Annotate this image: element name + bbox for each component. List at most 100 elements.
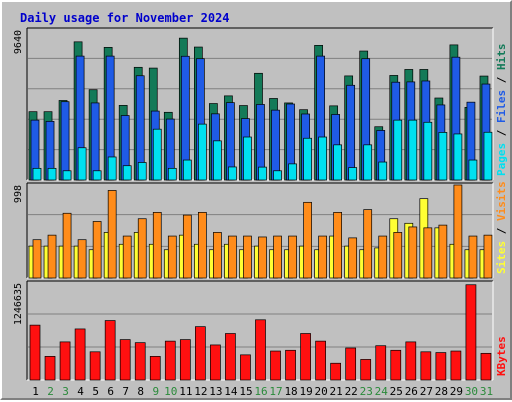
bar-visits [483,234,493,279]
x-tick-label: 13 [209,385,222,398]
bar-kbytes [390,349,402,381]
bar-kbytes [375,345,387,381]
x-tick-label: 15 [239,385,252,398]
bar-pages [167,167,177,181]
y-tick-label-kbytes: 1246635 [13,283,24,325]
bar-kbytes [149,356,161,381]
bar-visits [62,212,72,279]
bar-pages [198,123,207,181]
bar-kbytes [29,324,41,381]
bar-pages [152,128,162,181]
bar-visits [213,232,222,279]
bar-pages [483,131,493,181]
x-tick-label: 5 [92,385,99,398]
bar-kbytes [435,352,447,381]
legend-separator: / [495,221,508,241]
bar-visits [137,218,147,279]
x-tick-label: 12 [194,385,207,398]
bar-files [60,101,70,181]
x-axis-day-labels: 1 2 3 4 5 6 7 8 9 10 11 12 13 14 15 16 17 18 19 20 21 22 23 24 2… [32,385,493,398]
bar-pages [438,132,448,181]
bar-kbytes [420,351,432,381]
legend-kbytes: KBytes [495,336,508,376]
panel-kbytes [26,280,494,381]
bar-kbytes [164,340,176,381]
bar-pages [77,147,87,181]
bar-kbytes [44,356,56,381]
bar-pages [348,167,358,181]
bar-visits [182,214,192,279]
bar-visits [363,209,373,279]
bar-files [90,102,100,181]
bar-kbytes [240,354,251,381]
bar-visits [423,227,433,279]
bar-visits [333,211,342,279]
bar-visits [198,211,207,279]
bar-pages [393,119,403,181]
x-tick-label: 30 [465,385,478,398]
x-tick-label: 23 [360,385,373,398]
bar-files [271,109,280,181]
x-tick-label: 22 [345,385,358,398]
x-tick-label: 14 [224,385,238,398]
bar-kbytes [300,333,311,381]
bar-visits [438,224,448,279]
bar-visits [453,184,463,279]
x-tick-label: 31 [480,385,493,398]
bar-pages [333,144,342,181]
x-tick-label: 17 [269,385,282,398]
bar-visits [32,239,42,279]
bar-kbytes [104,320,116,381]
bar-kbytes [315,340,326,381]
legend-sites: Sites [495,241,508,274]
bar-visits [468,235,478,279]
x-tick-label: 1 [32,385,39,398]
bar-pages [453,133,463,181]
bar-visits [348,237,358,279]
legend-hits: Pages / Files / Hits [495,44,508,177]
bar-pages [303,137,312,181]
x-tick-label: 6 [107,385,114,398]
bar-pages [47,167,57,181]
bar-pages [408,119,418,181]
legend-pages: Pages [495,143,508,176]
legend-files: Files [495,90,508,123]
bar-visits [288,235,297,279]
bar-kbytes [119,339,131,381]
bar-kbytes [270,350,281,381]
bar-visits [228,235,237,279]
x-tick-label: 19 [299,385,312,398]
legend-hits: Hits [495,44,508,71]
bar-pages [423,121,433,181]
x-tick-label: 25 [390,385,403,398]
bar-files [346,84,356,181]
bar-kbytes [225,333,236,381]
chart-title: Daily usage for November 2024 [20,11,230,25]
x-tick-label: 26 [405,385,418,398]
legend-kbytes: KBytes [495,336,508,376]
bar-visits [318,235,327,279]
x-tick-label: 11 [179,385,192,398]
bar-kbytes [59,341,71,381]
bar-pages [228,166,237,181]
bar-pages [182,159,192,181]
bar-visits [243,235,252,279]
legend-separator: / [495,70,508,90]
bar-visits [408,226,418,279]
bar-kbytes [74,328,86,381]
legend-visits: Visits [495,181,508,221]
bar-kbytes [405,341,417,381]
y-tick-label-visits: 998 [13,185,24,203]
bar-kbytes [195,326,206,381]
x-tick-label: 7 [122,385,129,398]
legend-text: Sites / Visits [495,181,508,274]
bar-visits [107,190,117,279]
bar-pages [468,159,478,181]
bar-visits [273,235,282,279]
bar-visits [77,239,87,279]
bar-visits [152,211,162,279]
x-tick-label: 3 [62,385,69,398]
bar-pages [258,166,267,181]
panel-hits [26,27,494,181]
